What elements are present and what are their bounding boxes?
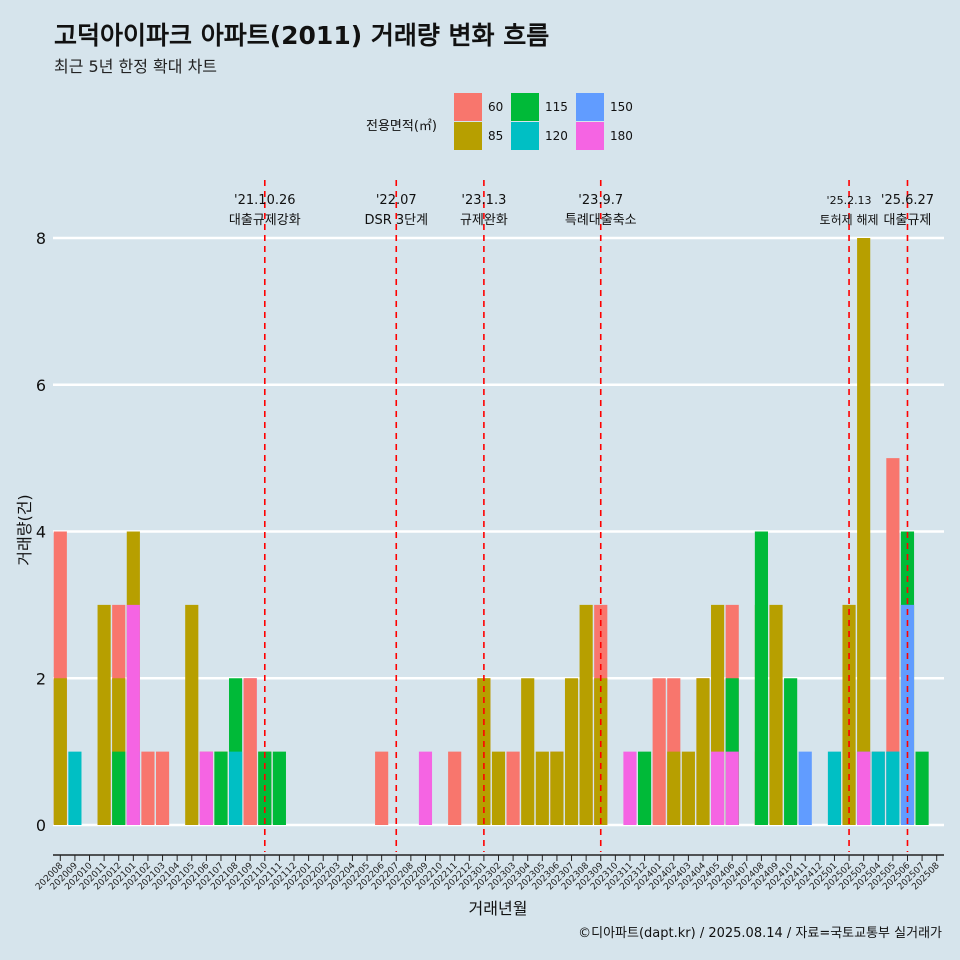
bar-202503-85	[857, 238, 871, 825]
bar-202012-115	[112, 751, 126, 825]
bar-202106-180	[199, 751, 213, 825]
bar-202402-85	[667, 751, 681, 825]
bar-202406-180	[725, 751, 739, 825]
y-tick-label: 6	[36, 376, 46, 395]
bar-202304-85	[521, 678, 535, 825]
bar-202411-150	[798, 751, 812, 825]
bar-202308-85	[579, 604, 593, 825]
bar-202403-85	[681, 751, 695, 825]
annotation-date: '22.07	[376, 193, 417, 208]
source-caption: ©디아파트(dapt.kr) / 2025.08.14 / 자료=국토교통부 실…	[578, 926, 942, 941]
bar-202404-85	[696, 678, 710, 825]
bar-202501-120	[827, 751, 842, 825]
legend-label: 120	[545, 129, 568, 143]
bars	[53, 238, 929, 825]
legend-swatch	[511, 93, 539, 121]
bar-202309-85	[594, 678, 608, 825]
legend-swatch	[576, 93, 604, 121]
bar-202111-115	[272, 751, 286, 825]
legend-label: 180	[610, 129, 633, 143]
annotations: '21.10.26 대출규제강화 '22.07 DSR 3단계 '23.1.3 규제완화 '…	[229, 180, 934, 852]
legend-label: 60	[488, 100, 504, 114]
bar-202506-150	[900, 604, 915, 825]
bar-202108-120	[229, 751, 243, 825]
bar-202008-85	[53, 678, 67, 825]
bar-202105-85	[185, 604, 199, 825]
bar-202401-60	[652, 678, 666, 825]
y-tick-label: 2	[36, 669, 46, 688]
legend-title: 전용면적(㎡)	[366, 119, 437, 134]
y-tick-label: 0	[36, 816, 46, 835]
legend: 전용면적(㎡) 60 85 115 120 150 180	[0, 88, 960, 158]
bar-202405-180	[711, 751, 725, 825]
legend-item-115: 115	[511, 93, 568, 121]
legend-item-85: 85	[454, 122, 503, 150]
bar-202301-85	[477, 678, 491, 825]
annotation-date: '25.6.27	[881, 193, 934, 208]
chart-subtitle: 최근 5년 한정 확대 차트	[54, 57, 218, 76]
annotation-label: 대출규제	[884, 213, 932, 228]
bar-202107-115	[214, 751, 228, 825]
bar-202102-60	[141, 751, 155, 825]
legend-label: 115	[545, 100, 568, 114]
legend-label: 85	[488, 129, 504, 143]
bar-202101-180	[126, 604, 140, 825]
legend-swatch	[511, 122, 539, 150]
annotation-label: 특례대출축소	[565, 213, 637, 228]
annotation-label: 토허제 해제	[820, 213, 879, 227]
bar-202302-85	[491, 751, 506, 825]
bar-202504-120	[871, 751, 885, 825]
annotation-label: 대출규제강화	[229, 213, 301, 228]
y-tick-label: 4	[36, 523, 46, 542]
bar-202307-85	[564, 678, 579, 825]
bar-202311-180	[623, 751, 637, 825]
bar-202011-85	[97, 604, 111, 825]
bar-202505-120	[886, 751, 900, 825]
annotation-label: DSR 3단계	[364, 213, 428, 228]
annotation-date: '23.1.3	[461, 193, 506, 208]
legend-item-180: 180	[576, 122, 633, 150]
annotation-date: '25.2.13	[827, 194, 872, 207]
x-axis-label: 거래년월	[469, 899, 528, 918]
bar-202211-60	[448, 751, 462, 825]
bar-202206-60	[375, 751, 389, 825]
annotation-date: '23.9.7	[578, 193, 623, 208]
legend-item-60: 60	[454, 93, 503, 121]
bar-202209-180	[418, 751, 433, 825]
bar-202103-60	[155, 751, 170, 825]
bar-202505-60	[886, 458, 900, 825]
bar-202305-85	[535, 751, 549, 825]
bar-202303-60	[506, 751, 520, 825]
legend-label: 150	[610, 100, 633, 114]
y-tick-label: 8	[36, 229, 46, 248]
bar-202503-180	[857, 751, 871, 825]
bar-202109-60	[243, 678, 257, 825]
legend-swatch	[454, 93, 482, 121]
legend-swatch	[576, 122, 604, 150]
chart-title: 고덕아이파크 아파트(2011) 거래량 변화 흐름	[54, 21, 550, 50]
legend-swatch	[454, 122, 482, 150]
bar-202507-115	[915, 751, 929, 825]
bar-202312-115	[637, 751, 652, 825]
bar-202502-85	[842, 604, 856, 825]
y-axis-label: 거래량(건)	[15, 494, 34, 565]
bar-202009-120	[68, 751, 82, 825]
annotation-label: 규제완화	[460, 213, 508, 228]
legend-item-120: 120	[511, 122, 568, 150]
axes: 2020082020092020102020112020122021012021…	[34, 854, 944, 892]
bar-202410-115	[784, 678, 798, 825]
annotation-date: '21.10.26	[234, 193, 295, 208]
bar-202408-115	[754, 531, 768, 825]
legend-item-150: 150	[576, 93, 633, 121]
bar-202306-85	[550, 751, 564, 825]
bar-202409-85	[769, 604, 783, 825]
